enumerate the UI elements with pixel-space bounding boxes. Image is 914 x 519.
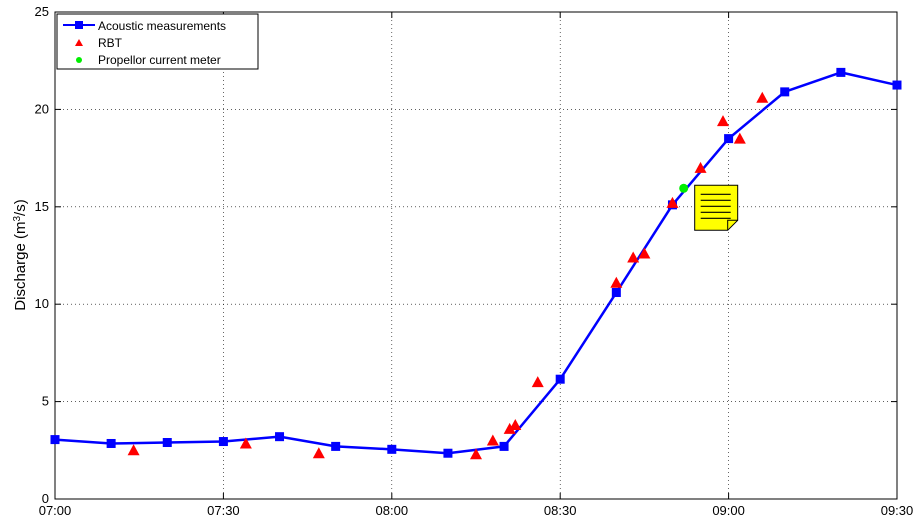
rbt-point <box>666 196 679 208</box>
y-tick-label: 0 <box>42 491 49 506</box>
rbt-point <box>470 448 482 460</box>
rbt-point <box>694 161 707 173</box>
rbt-point <box>509 418 522 430</box>
x-tick-label: 07:30 <box>207 503 240 518</box>
legend-rbt-marker <box>75 39 83 46</box>
y-axis-title-end: /s) <box>12 199 29 216</box>
acoustic-point <box>218 437 228 447</box>
legend-box <box>56 13 259 70</box>
y-tick-label: 5 <box>42 394 49 409</box>
legend-propellor-marker <box>76 57 82 63</box>
propellor-point <box>679 183 689 193</box>
rbt-point <box>312 447 325 459</box>
y-tick-label: 10 <box>35 296 49 311</box>
series-layer <box>50 67 902 460</box>
rbt-point <box>610 276 623 288</box>
plot-area <box>55 12 897 499</box>
rbt-point <box>733 132 746 144</box>
acoustic-point <box>275 432 285 442</box>
acoustic-point <box>387 444 397 454</box>
x-tick-label: 09:00 <box>712 503 745 518</box>
axis-ticks <box>54 11 898 500</box>
x-tick-label: 08:30 <box>544 503 577 518</box>
acoustic-point <box>499 441 509 451</box>
rbt-point <box>503 422 516 434</box>
acoustic-point <box>50 435 60 445</box>
rbt-point <box>239 437 252 449</box>
legend-rbt-label: RBT <box>98 36 123 50</box>
acoustic-point <box>443 448 453 458</box>
acoustic-point <box>892 80 902 90</box>
y-tick-label: 15 <box>35 199 49 214</box>
legend-propellor-label: Propellor current meter <box>98 53 221 67</box>
acoustic-point <box>555 374 565 384</box>
rbt-point <box>638 247 651 259</box>
grid-lines <box>55 12 897 499</box>
rbt-point <box>486 434 499 446</box>
acoustic-point <box>106 438 116 448</box>
y-axis-title-main: Discharge (m <box>12 222 29 311</box>
rbt-point <box>627 251 640 263</box>
acoustic-point <box>331 441 341 451</box>
y-tick-labels: 0 5 10 15 20 25 <box>35 4 49 506</box>
acoustic-point <box>836 67 846 77</box>
legend-acoustic-marker <box>75 21 83 29</box>
rbt-point <box>716 115 729 127</box>
x-tick-labels: 07:00 07:30 08:00 08:30 09:00 09:30 <box>39 503 914 518</box>
y-axis-title-superscript: 3 <box>12 216 23 222</box>
rbt-point <box>127 444 140 456</box>
note-icon[interactable] <box>694 184 739 231</box>
plot-frame <box>54 11 898 500</box>
note-fold <box>727 219 738 231</box>
y-tick-label: 25 <box>35 4 49 19</box>
legend-acoustic-label: Acoustic measurements <box>98 19 226 33</box>
rbt-point <box>531 376 544 388</box>
y-tick-label: 20 <box>35 101 49 116</box>
x-tick-label: 08:00 <box>376 503 409 518</box>
acoustic-point <box>780 87 790 97</box>
rbt-point <box>756 91 769 103</box>
acoustic-point <box>162 438 172 448</box>
acoustic-point <box>724 134 734 144</box>
legend: Acoustic measurements RBT Propellor curr… <box>56 13 259 70</box>
note-annotation[interactable] <box>694 184 739 231</box>
y-axis-title: Discharge (m3/s) <box>12 199 30 310</box>
x-tick-label: 09:30 <box>881 503 914 518</box>
acoustic-point <box>611 288 621 298</box>
x-tick-label: 07:00 <box>39 503 72 518</box>
